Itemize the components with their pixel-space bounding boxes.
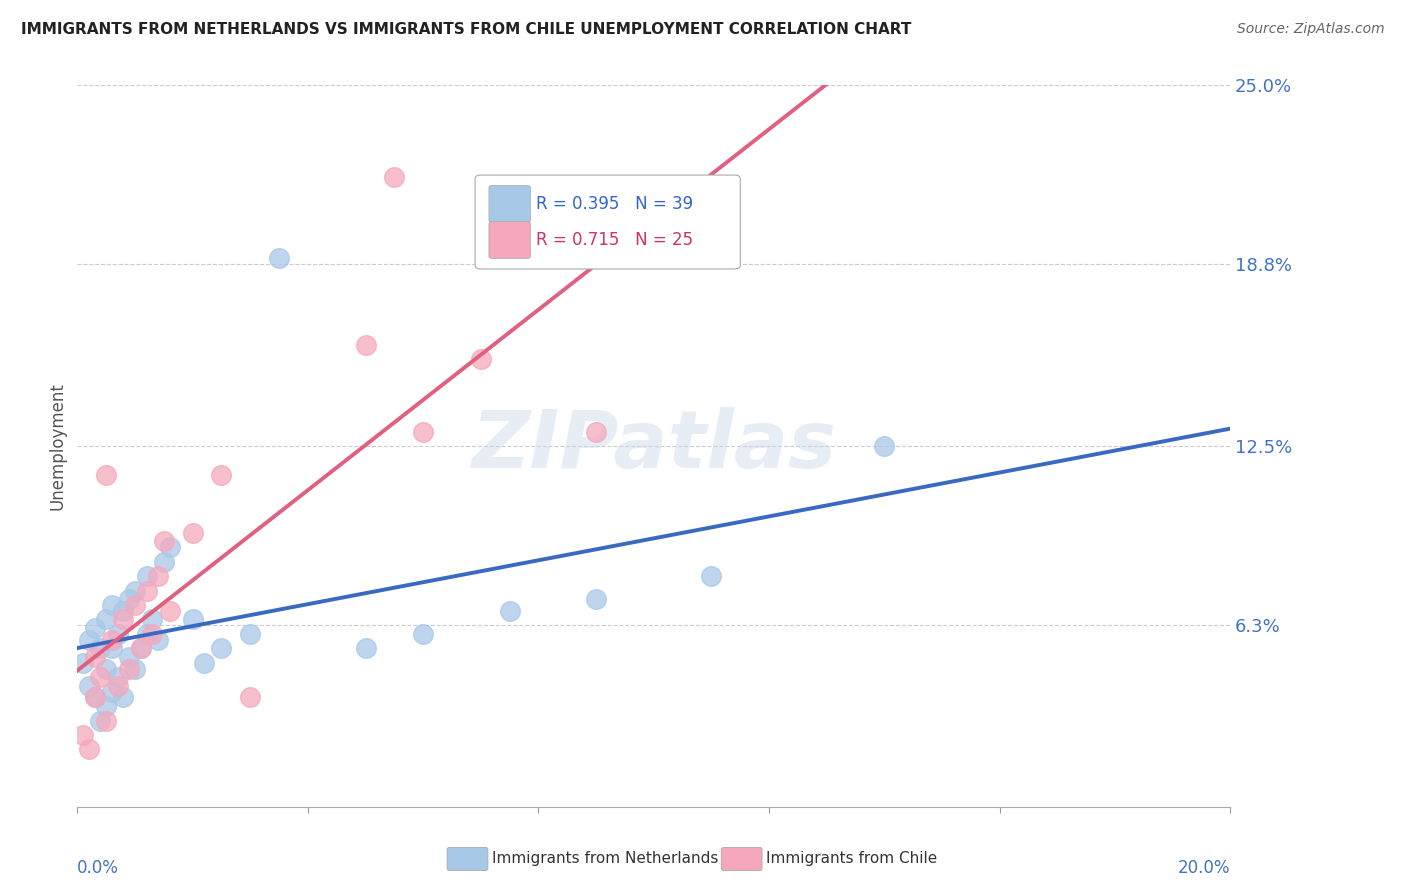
Point	[107, 679, 129, 693]
Point	[585, 425, 607, 439]
Point	[112, 690, 135, 705]
FancyBboxPatch shape	[475, 175, 741, 269]
Point	[470, 352, 492, 367]
Text: Immigrants from Netherlands: Immigrants from Netherlands	[492, 851, 718, 865]
Point	[412, 627, 434, 641]
Point	[101, 684, 124, 698]
Point	[354, 338, 377, 352]
Point	[700, 569, 723, 583]
Point	[135, 569, 157, 583]
Point	[72, 728, 94, 742]
Point	[118, 592, 141, 607]
Point	[146, 569, 169, 583]
Point	[107, 670, 129, 684]
Point	[83, 650, 105, 665]
Point	[112, 612, 135, 626]
Point	[83, 621, 105, 635]
Point	[77, 679, 100, 693]
Point	[101, 641, 124, 656]
Point	[239, 627, 262, 641]
Point	[159, 604, 181, 618]
Point	[585, 592, 607, 607]
Point	[153, 555, 174, 569]
Point	[101, 598, 124, 612]
Point	[211, 641, 233, 656]
Point	[873, 439, 896, 453]
Point	[141, 612, 163, 626]
Point	[72, 656, 94, 670]
Point	[89, 714, 111, 728]
FancyBboxPatch shape	[489, 186, 530, 222]
Point	[382, 170, 406, 185]
Point	[77, 742, 100, 756]
Text: R = 0.715   N = 25: R = 0.715 N = 25	[536, 231, 693, 249]
Point	[412, 425, 434, 439]
Point	[267, 251, 291, 265]
Point	[96, 714, 118, 728]
FancyBboxPatch shape	[489, 221, 530, 259]
Point	[89, 641, 111, 656]
Point	[83, 690, 105, 705]
Point	[96, 612, 118, 626]
Point	[89, 670, 111, 684]
Point	[146, 632, 169, 647]
Y-axis label: Unemployment: Unemployment	[48, 382, 66, 510]
Point	[107, 627, 129, 641]
Point	[124, 598, 146, 612]
Point	[96, 467, 118, 482]
Point	[193, 656, 215, 670]
Text: 0.0%: 0.0%	[77, 859, 120, 877]
Point	[135, 583, 157, 598]
Point	[96, 661, 118, 675]
Point	[124, 583, 146, 598]
Point	[135, 627, 157, 641]
Text: 20.0%: 20.0%	[1178, 859, 1230, 877]
Point	[141, 627, 163, 641]
Point	[129, 641, 152, 656]
Point	[112, 604, 135, 618]
Point	[83, 690, 105, 705]
Point	[181, 525, 204, 540]
Point	[499, 604, 522, 618]
Text: Immigrants from Chile: Immigrants from Chile	[766, 851, 938, 865]
Text: Source: ZipAtlas.com: Source: ZipAtlas.com	[1237, 22, 1385, 37]
Text: ZIPatlas: ZIPatlas	[471, 407, 837, 485]
Point	[77, 632, 100, 647]
Point	[101, 632, 124, 647]
Point	[211, 467, 233, 482]
Point	[129, 641, 152, 656]
Point	[354, 641, 377, 656]
Point	[159, 540, 181, 554]
Point	[124, 661, 146, 675]
Point	[181, 612, 204, 626]
Point	[118, 650, 141, 665]
Point	[118, 661, 141, 675]
Point	[153, 534, 174, 549]
Point	[239, 690, 262, 705]
Point	[96, 699, 118, 714]
Text: IMMIGRANTS FROM NETHERLANDS VS IMMIGRANTS FROM CHILE UNEMPLOYMENT CORRELATION CH: IMMIGRANTS FROM NETHERLANDS VS IMMIGRANT…	[21, 22, 911, 37]
Text: R = 0.395   N = 39: R = 0.395 N = 39	[536, 195, 693, 213]
